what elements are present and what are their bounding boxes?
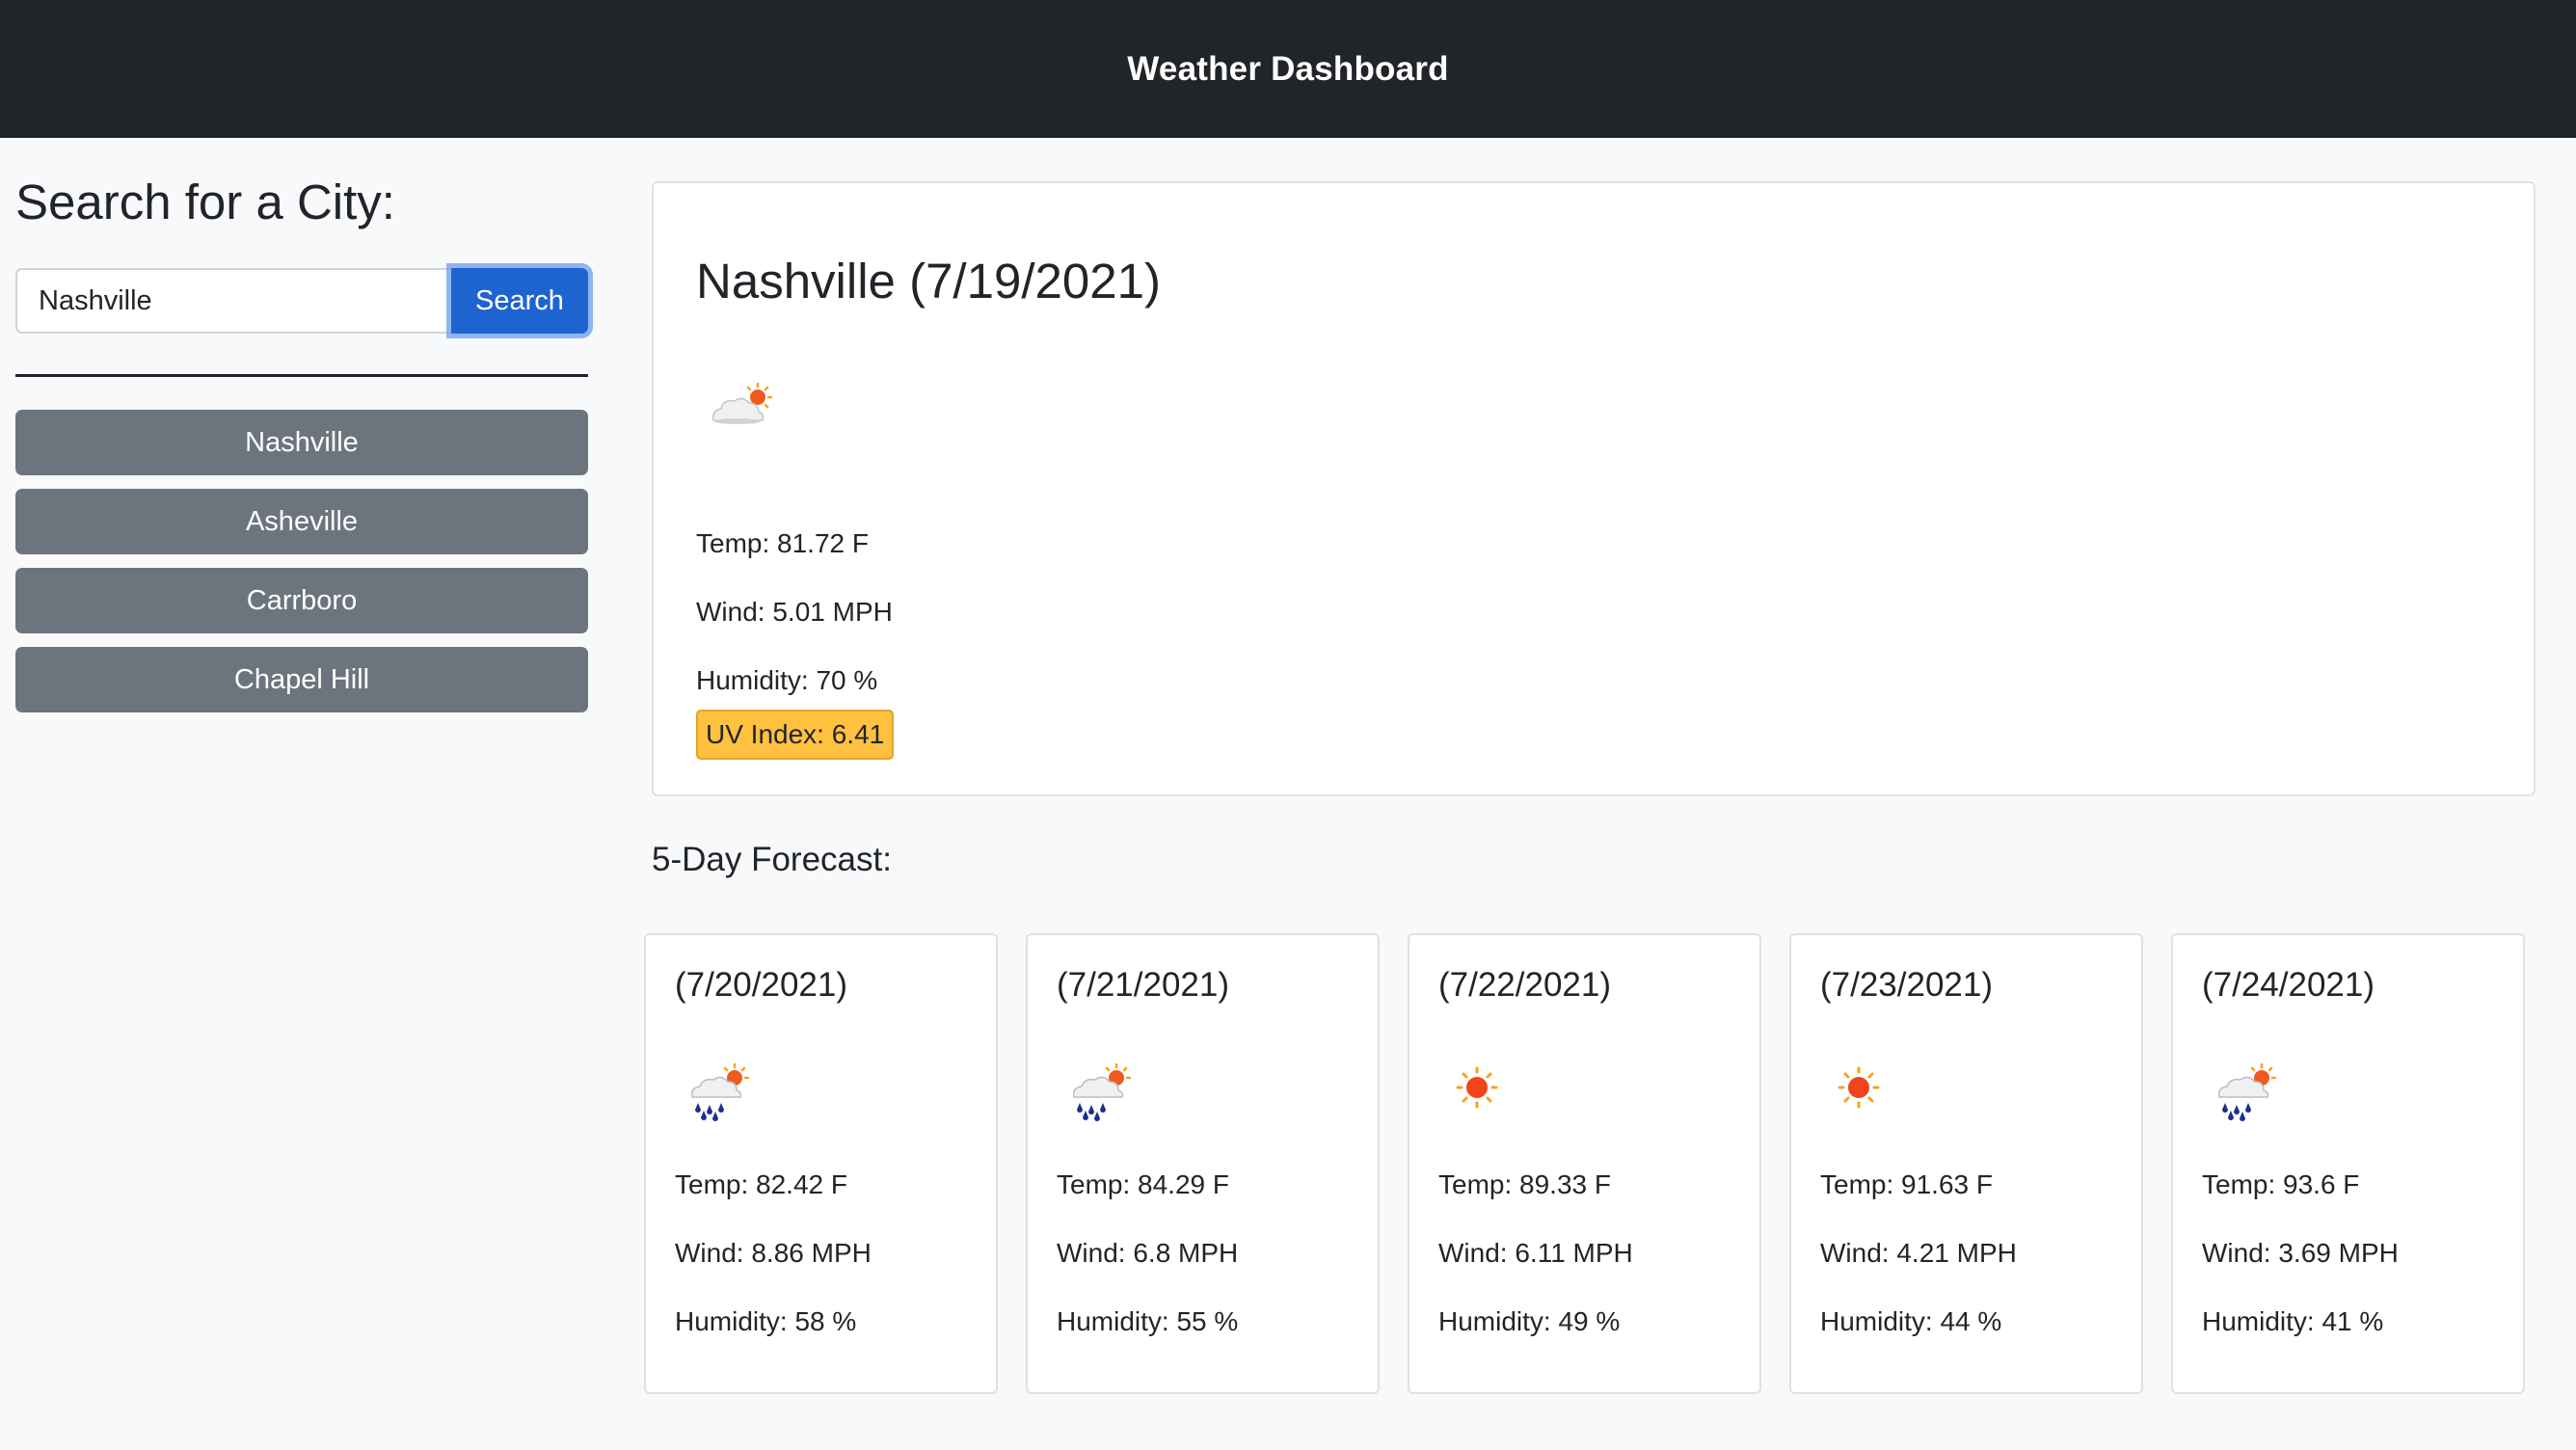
forecast-humidity: Humidity: 49 %: [1438, 1306, 1621, 1336]
forecast-date: (7/21/2021): [1057, 966, 1230, 1004]
header-bar: Weather Dashboard: [0, 0, 2576, 138]
divider: [15, 374, 588, 377]
forecast-row: (7/20/2021) Temp: 82.42 F Wind: 8.86 MPH…: [644, 933, 2525, 1396]
sun-icon: [1456, 1066, 1498, 1109]
city-search-input[interactable]: [15, 268, 451, 334]
current-weather-card: Nashville (7/19/2021) Temp: 81.72 F Wind…: [652, 181, 2536, 796]
forecast-date: (7/23/2021): [1820, 966, 1994, 1004]
forecast-card: (7/21/2021) Temp: 84.29 F Wind: 6.8 MPH …: [1026, 933, 1380, 1394]
forecast-wind: Wind: 4.21 MPH: [1820, 1238, 2017, 1268]
forecast-card: (7/20/2021) Temp: 82.42 F Wind: 8.86 MPH…: [644, 933, 998, 1394]
history-button-nashville[interactable]: Nashville: [15, 410, 588, 475]
cloud-sun-icon: [711, 382, 773, 424]
current-wind: Wind: 5.01 MPH: [696, 597, 893, 627]
forecast-humidity: Humidity: 41 %: [2202, 1306, 2384, 1336]
forecast-wind: Wind: 6.11 MPH: [1438, 1238, 1633, 1268]
forecast-temp: Temp: 91.63 F: [1820, 1169, 1993, 1199]
uv-index-badge: UV Index: 6.41: [696, 710, 895, 760]
forecast-wind: Wind: 6.8 MPH: [1057, 1238, 1239, 1268]
current-city-title: Nashville (7/19/2021): [696, 254, 1161, 309]
forecast-card: (7/24/2021) Temp: 93.6 F Wind: 3.69 MPH …: [2171, 933, 2525, 1394]
forecast-wind: Wind: 3.69 MPH: [2202, 1238, 2399, 1268]
forecast-temp: Temp: 93.6 F: [2202, 1169, 2360, 1199]
forecast-wind: Wind: 8.86 MPH: [675, 1238, 872, 1268]
forecast-card: (7/22/2021) Temp: 89.33 F Wind: 6.11 MPH…: [1408, 933, 1761, 1394]
forecast-temp: Temp: 84.29 F: [1057, 1169, 1229, 1199]
rain-sun-icon: [1072, 1062, 1132, 1121]
history-button-chapel-hill[interactable]: Chapel Hill: [15, 647, 588, 712]
search-history: Nashville Asheville Carrboro Chapel Hill: [15, 410, 588, 712]
forecast-date: (7/20/2021): [675, 966, 848, 1004]
history-button-asheville[interactable]: Asheville: [15, 489, 588, 554]
current-temp: Temp: 81.72 F: [696, 528, 869, 558]
forecast-humidity: Humidity: 55 %: [1057, 1306, 1239, 1336]
search-form: Search: [15, 268, 588, 334]
forecast-card: (7/23/2021) Temp: 91.63 F Wind: 4.21 MPH…: [1789, 933, 2143, 1394]
forecast-temp: Temp: 82.42 F: [675, 1169, 847, 1199]
rain-sun-icon: [2217, 1062, 2277, 1121]
sun-icon: [1838, 1066, 1880, 1109]
forecast-date: (7/24/2021): [2202, 966, 2375, 1004]
forecast-humidity: Humidity: 58 %: [675, 1306, 857, 1336]
sidebar: Search for a City: Search Nashville Ashe…: [15, 174, 588, 712]
current-humidity: Humidity: 70 %: [696, 665, 878, 695]
history-button-carrboro[interactable]: Carrboro: [15, 568, 588, 633]
forecast-humidity: Humidity: 44 %: [1820, 1306, 2002, 1336]
search-heading: Search for a City:: [15, 175, 395, 229]
rain-sun-icon: [690, 1062, 750, 1121]
app-title: Weather Dashboard: [1127, 49, 1449, 88]
forecast-heading: 5-Day Forecast:: [652, 841, 892, 878]
search-button[interactable]: Search: [451, 268, 588, 334]
forecast-temp: Temp: 89.33 F: [1438, 1169, 1611, 1199]
forecast-date: (7/22/2021): [1438, 966, 1612, 1004]
